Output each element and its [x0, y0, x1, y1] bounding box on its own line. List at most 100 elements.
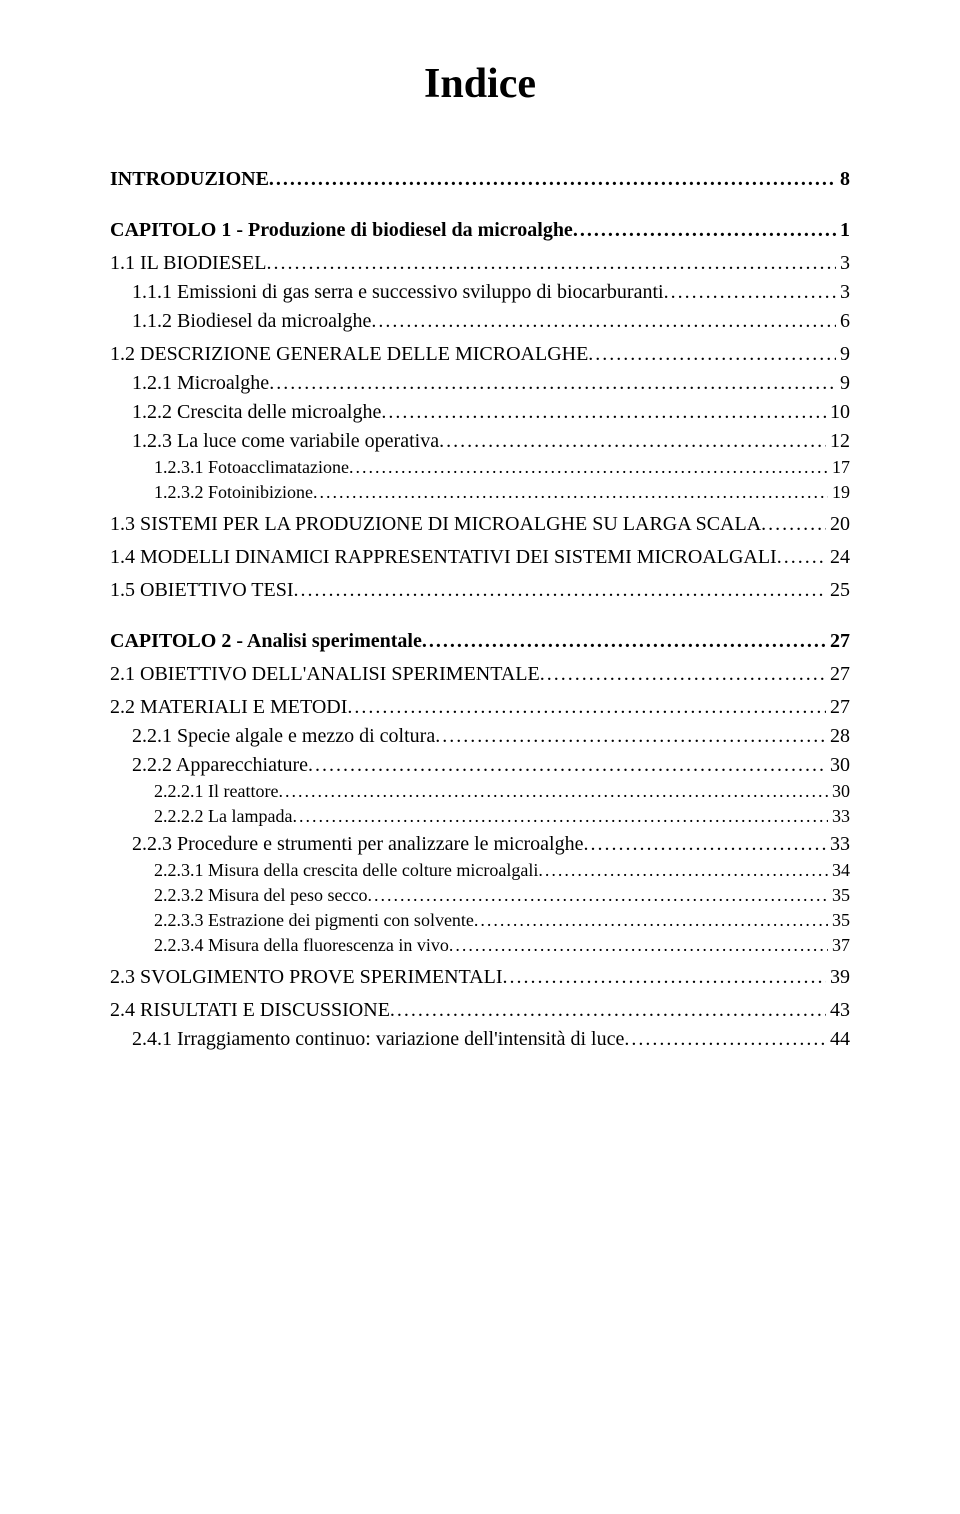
toc-entry-label-smallcaps: L BIODIESEL [147, 252, 267, 275]
toc-entry-page: 30 [826, 754, 850, 777]
toc-entry-label: 1.2.3 La luce come variabile operativa [132, 430, 439, 453]
table-of-contents: INTRODUZIONE 8CAPITOLO 1 - Produzione di… [110, 168, 850, 1051]
toc-entry-page: 27 [826, 696, 850, 719]
toc-leader-dots [538, 860, 828, 881]
toc-entry: 2.2.1 Specie algale e mezzo di coltura 2… [132, 725, 850, 748]
toc-entry-page: 3 [836, 252, 850, 275]
toc-entry-page: 33 [828, 806, 850, 827]
toc-leader-dots [269, 372, 836, 395]
toc-leader-dots [266, 252, 836, 275]
toc-entry-label-smallcaps: BIETTIVO DELL'ANALISI SPERIMENTALE [154, 663, 539, 686]
toc-entry: INTRODUZIONE 8 [110, 168, 850, 191]
toc-entry: 1.2.3 La luce come variabile operativa 1… [132, 430, 850, 453]
toc-leader-dots [308, 754, 826, 777]
toc-entry-page: 17 [828, 457, 850, 478]
toc-leader-dots [381, 401, 826, 424]
toc-entry-page: 28 [826, 725, 850, 748]
toc-entry-label: 1.5 O [110, 579, 154, 602]
toc-entry-page: 43 [826, 999, 850, 1022]
toc-entry-page: 25 [826, 579, 850, 602]
toc-entry: 2.1 OBIETTIVO DELL'ANALISI SPERIMENTALE … [110, 663, 850, 686]
toc-entry-label: 1.2.3.2 Fotoinibizione [154, 482, 313, 503]
toc-entry-label: 1.2.1 Microalghe [132, 372, 269, 395]
toc-leader-dots [269, 168, 836, 191]
toc-entry: 2.2.2.1 Il reattore 30 [154, 781, 850, 802]
toc-leader-dots [390, 999, 826, 1022]
toc-entry-label-smallcaps: VOLGIMENTO PROVE SPERIMENTALI [151, 966, 502, 989]
toc-leader-dots [278, 781, 828, 802]
toc-entry-label: 2.1 O [110, 663, 154, 686]
toc-entry-label: 2.2.3.3 Estrazione dei pigmenti con solv… [154, 910, 474, 931]
toc-entry: CAPITOLO 2 - Analisi sperimentale 27 [110, 630, 850, 653]
toc-leader-dots [583, 833, 826, 856]
toc-entry: 2.2.3.1 Misura della crescita delle colt… [154, 860, 850, 881]
toc-entry-label-smallcaps: ODELLI DINAMICI RAPPRESENTATIVI DEI SIST… [158, 546, 777, 569]
toc-entry: 2.2.3.4 Misura della fluorescenza in viv… [154, 935, 850, 956]
toc-leader-dots [439, 430, 826, 453]
toc-leader-dots [624, 1028, 826, 1051]
toc-leader-dots [294, 579, 826, 602]
toc-leader-dots [347, 696, 826, 719]
toc-leader-dots [367, 885, 828, 906]
toc-leader-dots [313, 482, 828, 503]
toc-entry-label: 1.2 D [110, 343, 154, 366]
toc-entry-page: 3 [836, 281, 850, 304]
toc-entry-page: 39 [826, 966, 850, 989]
toc-entry-label: 2.4 R [110, 999, 153, 1022]
toc-leader-dots [422, 630, 826, 653]
toc-entry: 1.2.2 Crescita delle microalghe 10 [132, 401, 850, 424]
toc-entry-page: 12 [826, 430, 850, 453]
toc-leader-dots [435, 725, 826, 748]
toc-leader-dots [573, 219, 836, 242]
toc-entry-label-smallcaps: ESCRIZIONE GENERALE DELLE MICROALGHE [154, 343, 588, 366]
page-title: Indice [110, 60, 850, 108]
toc-entry-label: 2.2.2 Apparecchiature [132, 754, 308, 777]
toc-entry: 2.4.1 Irraggiamento continuo: variazione… [132, 1028, 850, 1051]
toc-leader-dots [502, 966, 826, 989]
toc-entry: 2.2.3 Procedure e strumenti per analizza… [132, 833, 850, 856]
toc-entry-label: 2.2.1 Specie algale e mezzo di coltura [132, 725, 435, 748]
toc-leader-dots [349, 457, 828, 478]
toc-entry: 2.2 MATERIALI E METODI 27 [110, 696, 850, 719]
toc-entry-label: 2.2.2.1 Il reattore [154, 781, 278, 802]
toc-entry: 2.4 RISULTATI E DISCUSSIONE 43 [110, 999, 850, 1022]
toc-entry-page: 6 [836, 310, 850, 333]
toc-entry: 2.2.3.3 Estrazione dei pigmenti con solv… [154, 910, 850, 931]
toc-entry: 2.2.2.2 La lampada 33 [154, 806, 850, 827]
toc-entry-label: 1.2.3.1 Fotoacclimatazione [154, 457, 349, 478]
toc-leader-dots [761, 513, 826, 536]
toc-leader-dots [449, 935, 828, 956]
toc-entry-page: 44 [826, 1028, 850, 1051]
toc-entry-label: 2.2.2.2 La lampada [154, 806, 292, 827]
toc-entry-label: 2.2.3.4 Misura della fluorescenza in viv… [154, 935, 449, 956]
toc-entry: 1.5 OBIETTIVO TESI 25 [110, 579, 850, 602]
toc-entry: 1.4 MODELLI DINAMICI RAPPRESENTATIVI DEI… [110, 546, 850, 569]
toc-entry-page: 37 [828, 935, 850, 956]
toc-entry-label: 1.1 I [110, 252, 147, 275]
toc-entry: 1.2 DESCRIZIONE GENERALE DELLE MICROALGH… [110, 343, 850, 366]
toc-entry-page: 19 [828, 482, 850, 503]
toc-entry-label-smallcaps: BIETTIVO TESI [154, 579, 293, 602]
toc-entry-label: 2.2.3.2 Misura del peso secco [154, 885, 367, 906]
toc-leader-dots [474, 910, 828, 931]
toc-entry: 2.3 SVOLGIMENTO PROVE SPERIMENTALI 39 [110, 966, 850, 989]
toc-entry-page: 27 [826, 663, 850, 686]
toc-entry-page: 30 [828, 781, 850, 802]
toc-entry: 1.2.3.1 Fotoacclimatazione 17 [154, 457, 850, 478]
toc-entry: 2.2.3.2 Misura del peso secco 35 [154, 885, 850, 906]
toc-entry-label: 2.2 M [110, 696, 158, 719]
toc-entry-label: 1.1.1 Emissioni di gas serra e successiv… [132, 281, 664, 304]
toc-entry-label: 1.3 S [110, 513, 151, 536]
toc-entry-page: 8 [836, 168, 850, 191]
toc-entry-page: 24 [826, 546, 850, 569]
toc-entry-page: 9 [836, 372, 850, 395]
toc-leader-dots [588, 343, 836, 366]
toc-entry-label-smallcaps: ATERIALI E METODI [158, 696, 348, 719]
toc-entry-page: 27 [826, 630, 850, 653]
toc-entry-page: 35 [828, 910, 850, 931]
toc-entry-label: CAPITOLO 2 - Analisi sperimentale [110, 630, 422, 653]
toc-leader-dots [371, 310, 836, 333]
toc-entry: 1.1.2 Biodiesel da microalghe 6 [132, 310, 850, 333]
toc-leader-dots [664, 281, 836, 304]
toc-entry-label: 1.1.2 Biodiesel da microalghe [132, 310, 371, 333]
